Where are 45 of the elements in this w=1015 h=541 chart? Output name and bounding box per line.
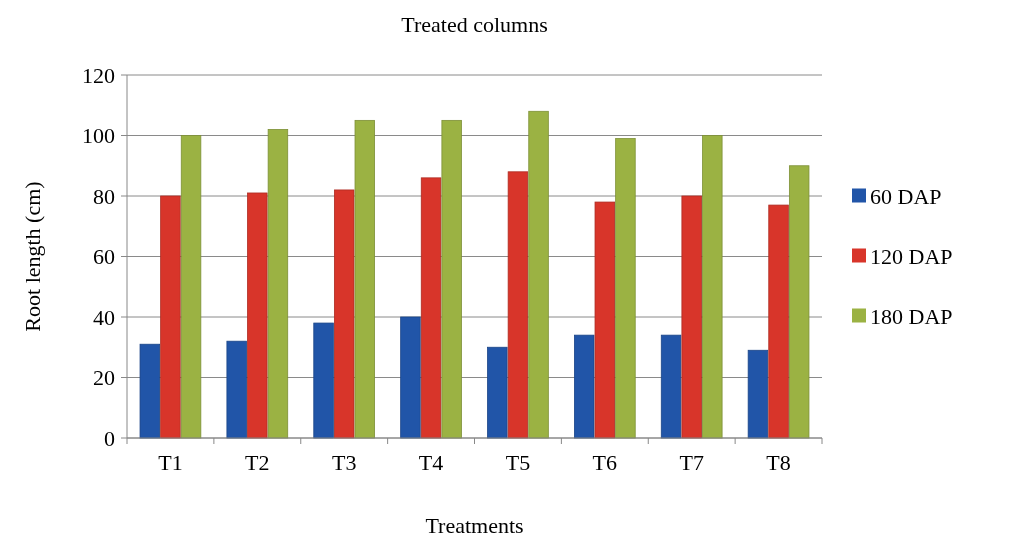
bar [747,349,769,439]
x-axis-title: Treatments [425,513,524,538]
bar [313,322,334,439]
bar [267,129,289,439]
y-tick-label: 120 [82,62,115,88]
bar [788,165,810,439]
y-axis-title: Root length (cm) [20,181,45,332]
chart-title: Treated columns [401,12,548,37]
x-tick-label: T2 [245,450,270,475]
x-tick-label: T4 [418,450,444,475]
bar [487,346,508,439]
bar [400,316,421,439]
bar [702,135,723,439]
bar [768,204,789,439]
bar [594,201,615,439]
y-tick-label: 80 [93,183,115,209]
x-tick-label: T7 [679,450,704,475]
bar [615,138,636,439]
bar [160,195,181,439]
y-tick-label: 100 [82,123,115,149]
x-tick-label: T3 [331,450,357,475]
bar [334,189,355,439]
legend-label: 180 DAP [870,304,953,330]
y-tick-label: 0 [104,425,115,451]
x-tick-label: T1 [158,450,183,475]
x-tick-label: T5 [505,450,531,475]
bar [507,171,529,439]
bar [226,340,247,439]
bar [139,343,161,439]
bar [180,135,202,439]
bar [247,192,268,439]
x-tick-label: T6 [592,450,618,475]
bar [574,334,595,439]
bar [528,110,549,439]
legend-label: 120 DAP [870,244,953,270]
y-tick-label: 40 [93,304,115,330]
y-tick-label: 60 [93,244,115,270]
bar [681,195,702,439]
bar [441,119,462,439]
x-tick-label: T8 [766,450,791,475]
bar [354,119,375,439]
bar [420,177,442,439]
bar [660,334,682,439]
legend-label: 60 DAP [870,184,942,210]
y-tick-label: 20 [93,365,115,391]
